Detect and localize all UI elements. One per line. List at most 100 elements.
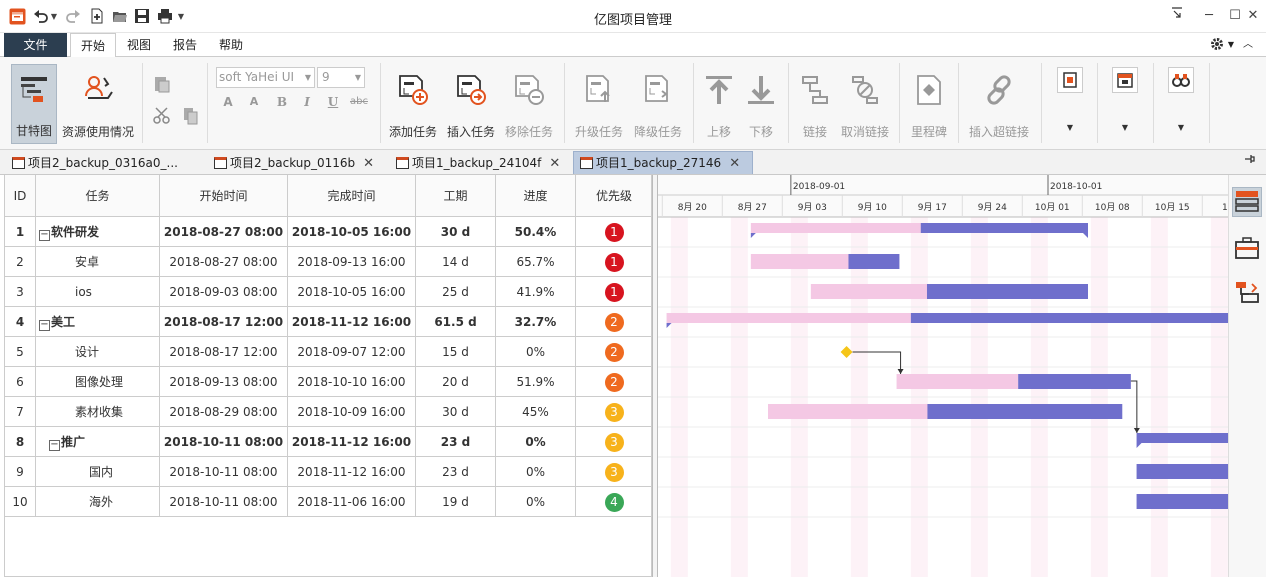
priority-cell[interactable]: 1 xyxy=(576,247,651,277)
task-progress-cell[interactable]: 51.9% xyxy=(496,367,576,397)
bold-icon[interactable]: B xyxy=(276,95,288,109)
task-progress-cell[interactable]: 65.7% xyxy=(496,247,576,277)
priority-cell[interactable]: 2 xyxy=(576,307,651,337)
task-progress-cell[interactable]: 50.4% xyxy=(496,217,576,247)
task-finish-cell[interactable]: 2018-10-10 16:00 xyxy=(288,367,416,397)
upgrade-task-button[interactable]: 升级任务 xyxy=(570,64,628,144)
menu-view[interactable]: 视图 xyxy=(126,38,151,52)
column-header[interactable]: 优先级 xyxy=(576,175,651,217)
task-start-cell[interactable]: 2018-10-11 08:00 xyxy=(160,487,288,517)
task-duration-cell[interactable]: 15 d xyxy=(416,337,496,367)
font-size-select[interactable]: 9 ▼ xyxy=(317,67,365,88)
task-finish-cell[interactable]: 2018-11-12 16:00 xyxy=(288,457,416,487)
priority-cell[interactable]: 1 xyxy=(576,217,651,247)
task-name-cell[interactable]: − 推广 xyxy=(36,427,160,457)
find-dropdown-icon[interactable]: ▼ xyxy=(1177,123,1185,132)
menu-home[interactable]: 开始 xyxy=(70,33,116,58)
move-down-button[interactable]: 下移 xyxy=(742,64,780,144)
task-start-cell[interactable]: 2018-10-11 08:00 xyxy=(160,457,288,487)
redo-icon[interactable] xyxy=(64,7,82,25)
task-id-cell[interactable]: 9 xyxy=(5,457,36,487)
collapse-toggle-icon[interactable]: − xyxy=(39,319,50,331)
task-duration-cell[interactable]: 20 d xyxy=(416,367,496,397)
task-name-cell[interactable]: 海外 xyxy=(36,487,160,517)
close-button[interactable]: ✕ xyxy=(1247,8,1259,23)
find-icon[interactable] xyxy=(1168,67,1194,93)
task-name-cell[interactable]: 设计 xyxy=(36,337,160,367)
collapse-toggle-icon[interactable]: − xyxy=(49,439,60,451)
task-id-cell[interactable]: 1 xyxy=(5,217,36,247)
doc-tab[interactable]: 项目2_backup_0316a0_... xyxy=(12,152,178,174)
ribbon-display-icon[interactable] xyxy=(1164,6,1190,26)
task-duration-cell[interactable]: 23 d xyxy=(416,457,496,487)
menu-help[interactable]: 帮助 xyxy=(218,38,243,52)
task-id-cell[interactable]: 5 xyxy=(5,337,36,367)
link-button[interactable]: 链接 xyxy=(796,64,834,144)
task-progress-cell[interactable]: 0% xyxy=(496,337,576,367)
collapse-toggle-icon[interactable]: − xyxy=(39,229,50,241)
task-progress-cell[interactable]: 45% xyxy=(496,397,576,427)
downgrade-task-button[interactable]: 降级任务 xyxy=(629,64,687,144)
menu-file[interactable]: 文件 xyxy=(4,33,67,57)
task-id-cell[interactable]: 4 xyxy=(5,307,36,337)
column-header[interactable]: 开始时间 xyxy=(160,175,288,217)
underline-icon[interactable]: U xyxy=(327,95,339,109)
resource-usage-button[interactable]: 资源使用情况 xyxy=(59,64,137,144)
pin-icon[interactable] xyxy=(1243,152,1255,174)
font-name-select[interactable]: soft YaHei UI ▼ xyxy=(216,67,315,88)
close-tab-icon[interactable]: ✕ xyxy=(549,156,561,171)
priority-cell[interactable]: 3 xyxy=(576,457,651,487)
task-progress-cell[interactable]: 0% xyxy=(496,427,576,457)
task-progress-cell[interactable]: 0% xyxy=(496,457,576,487)
task-start-cell[interactable]: 2018-09-13 08:00 xyxy=(160,367,288,397)
close-tab-icon[interactable]: ✕ xyxy=(363,156,375,171)
task-finish-cell[interactable]: 2018-11-12 16:00 xyxy=(288,307,416,337)
open-icon[interactable] xyxy=(111,7,129,25)
calendar-dropdown-icon[interactable]: ▼ xyxy=(1121,123,1129,132)
priority-cell[interactable]: 3 xyxy=(576,427,651,457)
task-duration-cell[interactable]: 23 d xyxy=(416,427,496,457)
minimize-button[interactable]: ─ xyxy=(1205,8,1213,23)
task-id-cell[interactable]: 10 xyxy=(5,487,36,517)
task-start-cell[interactable]: 2018-08-29 08:00 xyxy=(160,397,288,427)
task-id-cell[interactable]: 6 xyxy=(5,367,36,397)
calendar-icon[interactable] xyxy=(1112,67,1138,93)
task-start-cell[interactable]: 2018-09-03 08:00 xyxy=(160,277,288,307)
task-name-cell[interactable]: 素材收集 xyxy=(36,397,160,427)
print-icon[interactable] xyxy=(156,7,174,25)
new-icon[interactable] xyxy=(88,7,106,25)
insert-task-button[interactable]: 插入任务 xyxy=(444,64,498,144)
maximize-button[interactable]: ☐ xyxy=(1229,8,1241,23)
insert-hyperlink-button[interactable]: 插入超链接 xyxy=(964,64,1034,144)
task-name-cell[interactable]: 图像处理 xyxy=(36,367,160,397)
customize-dropdown-icon[interactable]: ▼ xyxy=(177,11,185,21)
gantt-view-icon[interactable] xyxy=(1232,187,1262,217)
copy-icon[interactable] xyxy=(181,107,201,127)
resource-view-icon[interactable] xyxy=(1234,235,1260,261)
gantt-button[interactable]: 甘特图 xyxy=(11,64,57,144)
app-logo-icon[interactable] xyxy=(8,7,26,25)
settings-gear-icon[interactable] xyxy=(1204,33,1230,57)
task-duration-cell[interactable]: 30 d xyxy=(416,217,496,247)
task-finish-cell[interactable]: 2018-10-09 16:00 xyxy=(288,397,416,427)
undo-icon[interactable] xyxy=(32,7,50,25)
undo-dropdown-icon[interactable]: ▼ xyxy=(50,11,58,21)
task-start-cell[interactable]: 2018-08-27 08:00 xyxy=(160,217,288,247)
unlink-button[interactable]: 取消链接 xyxy=(838,64,892,144)
priority-cell[interactable]: 1 xyxy=(576,277,651,307)
task-start-cell[interactable]: 2018-08-27 08:00 xyxy=(160,247,288,277)
task-finish-cell[interactable]: 2018-09-13 16:00 xyxy=(288,247,416,277)
task-start-cell[interactable]: 2018-08-17 12:00 xyxy=(160,337,288,367)
priority-cell[interactable]: 3 xyxy=(576,397,651,427)
task-start-cell[interactable]: 2018-08-17 12:00 xyxy=(160,307,288,337)
cut-icon[interactable] xyxy=(152,107,172,127)
strikethrough-icon[interactable]: abc xyxy=(350,96,368,107)
column-header[interactable]: 工期 xyxy=(416,175,496,217)
task-finish-cell[interactable]: 2018-09-07 12:00 xyxy=(288,337,416,367)
doc-tab-active[interactable]: 项目1_backup_27146 ✕ xyxy=(573,151,754,174)
column-header[interactable]: 进度 xyxy=(496,175,576,217)
grow-font-icon[interactable]: A xyxy=(223,95,233,109)
priority-cell[interactable]: 2 xyxy=(576,337,651,367)
task-duration-cell[interactable]: 14 d xyxy=(416,247,496,277)
grid-chart-splitter[interactable] xyxy=(652,175,658,577)
